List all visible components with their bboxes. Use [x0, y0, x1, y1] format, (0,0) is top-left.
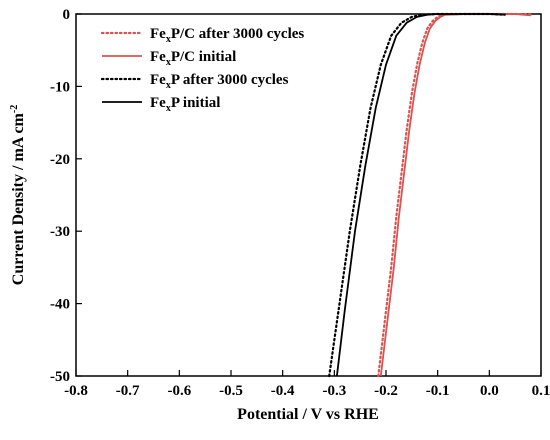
y-tick-label: -40 — [50, 297, 70, 313]
x-tick-label: -0.5 — [219, 383, 243, 399]
y-tick-label: -30 — [50, 224, 70, 240]
x-axis-title: Potential / V vs RHE — [237, 406, 379, 423]
x-tick-label: 0.0 — [480, 383, 499, 399]
y-tick-label: -10 — [50, 79, 70, 95]
x-tick-label: -0.8 — [64, 383, 88, 399]
x-tick-label: -0.1 — [426, 383, 450, 399]
series-line-4 — [336, 13, 505, 377]
x-tick-label: -0.2 — [374, 383, 398, 399]
legend-label-2: FexP/C initial — [150, 49, 236, 68]
x-tick-label: -0.4 — [271, 383, 295, 399]
legend: FexP/C after 3000 cycles FexP/C initial Fe… — [100, 26, 304, 114]
legend-label-3: FexP after 3000 cycles — [150, 72, 289, 91]
x-tick-label: -0.3 — [322, 383, 346, 399]
y-axis-title-main: Current Density / mA cm — [10, 112, 27, 285]
series-line-2 — [379, 13, 531, 377]
legend-label-4: FexP initial — [150, 95, 220, 114]
y-tick-label: -20 — [50, 152, 70, 168]
x-tick-label: -0.6 — [167, 383, 191, 399]
series-layer — [328, 12, 532, 378]
y-tick-label: -50 — [50, 369, 70, 385]
y-axis-title-superscript: -2 — [9, 105, 20, 113]
legend-label-1: FexP/C after 3000 cycles — [150, 26, 304, 45]
y-axis-title: Current Density / mA cm-2 — [9, 105, 27, 285]
x-tick-label: 0.1 — [532, 383, 550, 399]
plot-frame — [75, 13, 542, 377]
x-axis: -0.8 -0.7 -0.6 -0.5 -0.4 -0.3 -0.2 -0.1 0.0 0.1 — [64, 370, 550, 399]
y-axis: 0 -10 -20 -30 -40 -50 — [50, 7, 82, 385]
y-tick-label: 0 — [63, 7, 71, 23]
x-tick-label: -0.7 — [116, 383, 140, 399]
